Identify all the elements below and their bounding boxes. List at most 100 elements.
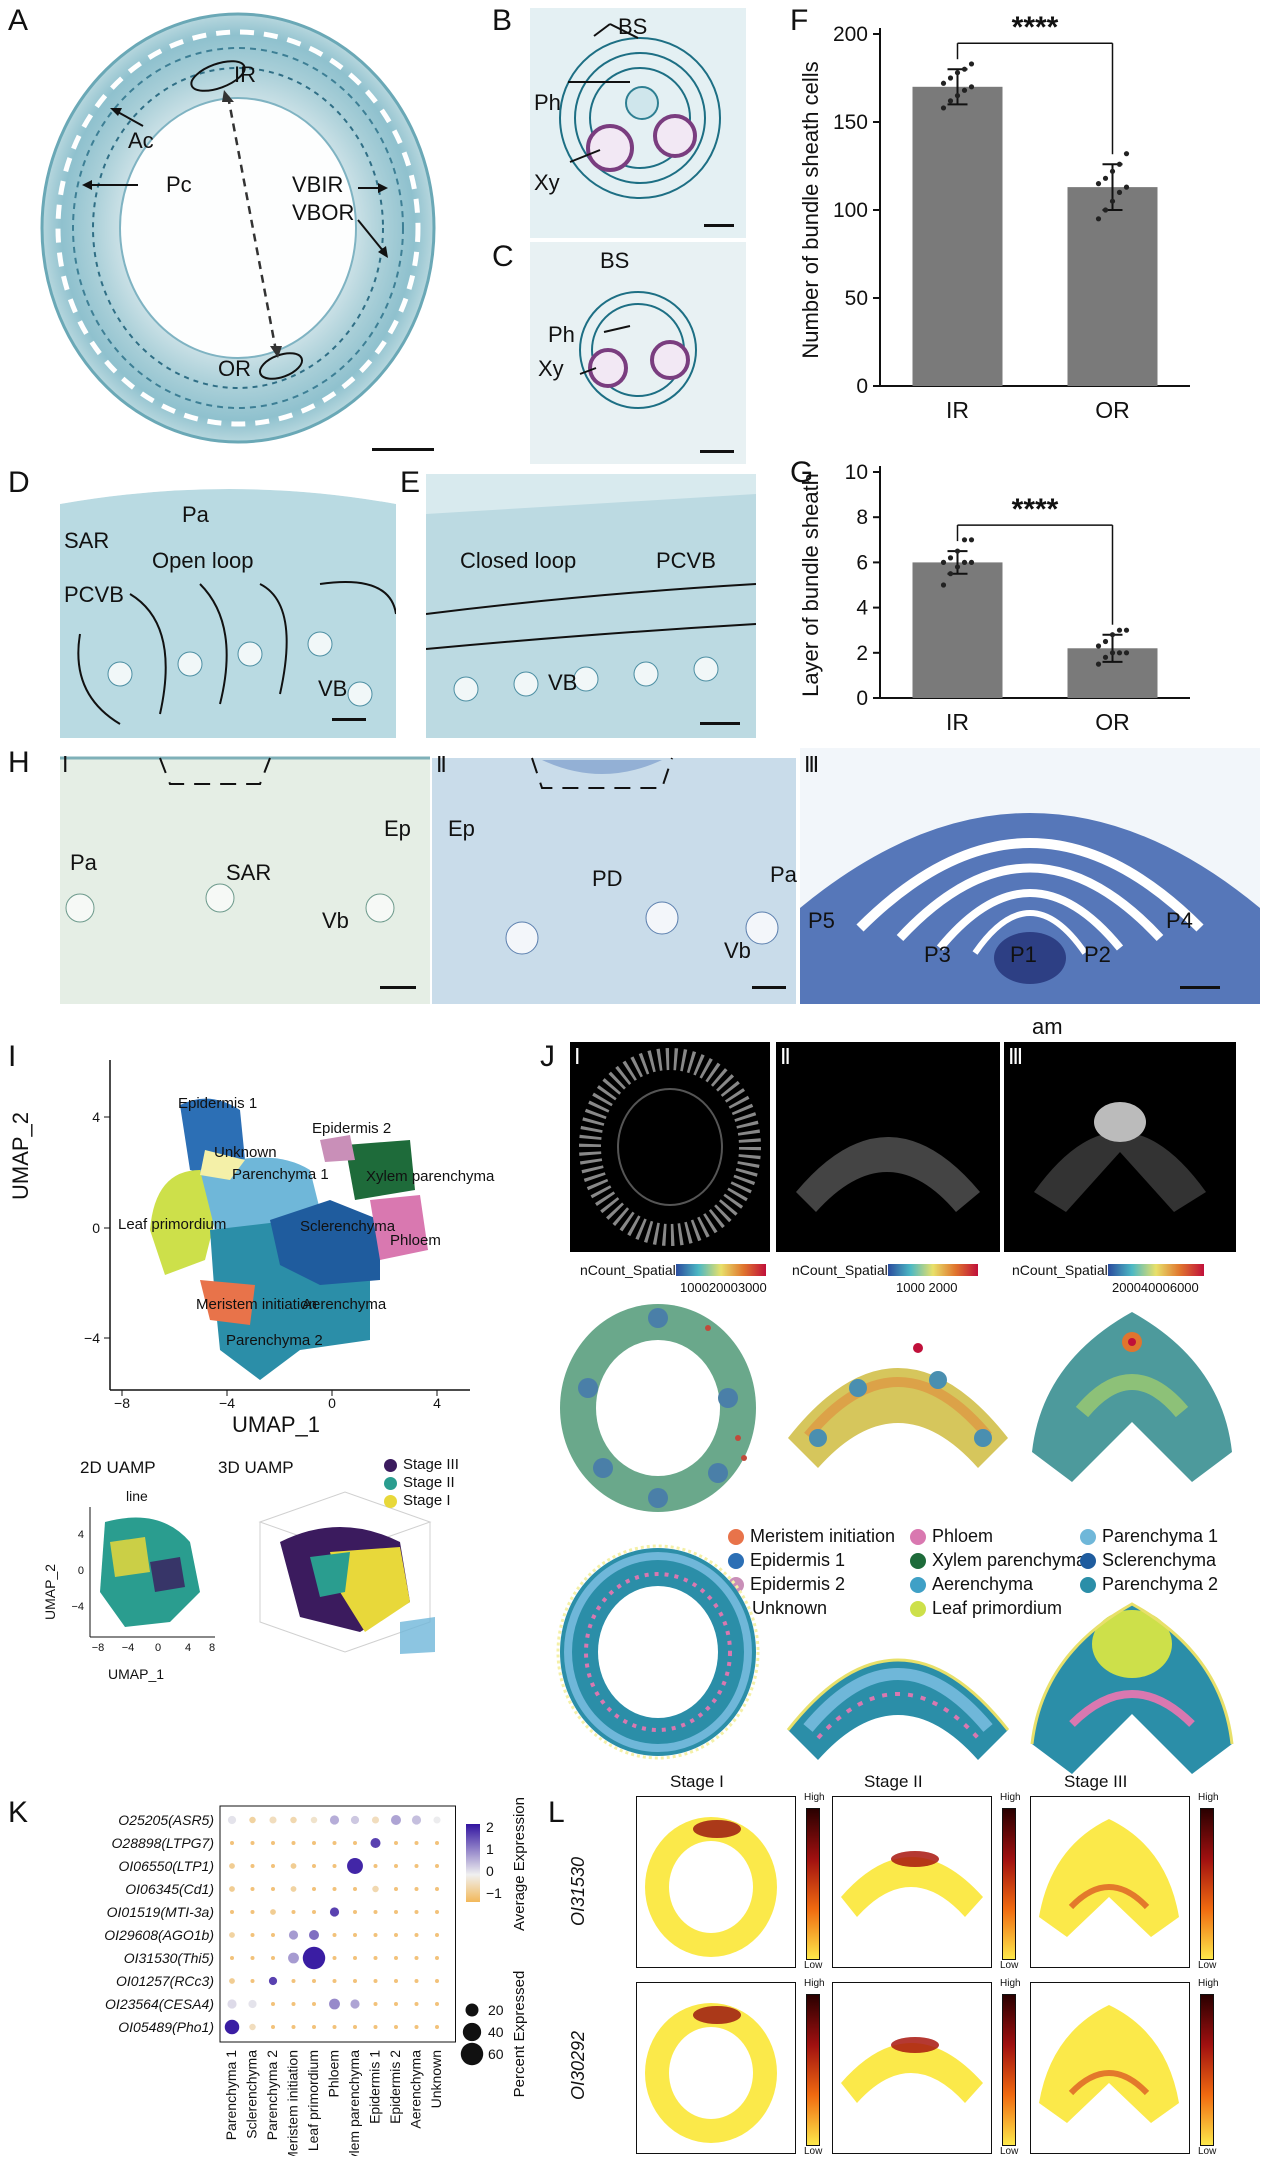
expression-colorbar bbox=[1002, 1994, 1016, 2146]
celltype-label: Unknown bbox=[428, 2050, 444, 2108]
scale-bar bbox=[704, 224, 734, 227]
scale-bar bbox=[700, 450, 734, 453]
dot bbox=[353, 2025, 357, 2029]
cluster-map-stage-2 bbox=[786, 1658, 1010, 1760]
dot bbox=[250, 1979, 255, 1983]
dot bbox=[353, 1956, 357, 1960]
dot bbox=[347, 1858, 363, 1874]
ncount-label-3: nCount_Spatial bbox=[1012, 1262, 1108, 1278]
spatial-stage-2-numeral: Ⅱ bbox=[780, 1044, 791, 1069]
data-point bbox=[1116, 627, 1123, 633]
dot bbox=[370, 1837, 381, 1849]
panel-letter-l: L bbox=[548, 1796, 565, 1829]
label-vb-e: VB bbox=[548, 670, 578, 695]
dot bbox=[271, 1864, 275, 1868]
size-legend-dot bbox=[460, 2042, 484, 2066]
celltype-label: Parenchyma 1 bbox=[223, 2050, 239, 2140]
dot bbox=[250, 1887, 255, 1891]
label-bs-c: BS bbox=[600, 248, 630, 273]
data-point bbox=[940, 80, 947, 86]
data-point bbox=[1095, 661, 1102, 667]
label-vbor: VBOR bbox=[292, 200, 355, 225]
ncount-colorbar-2 bbox=[888, 1264, 978, 1276]
stage-legend-item: Stage I bbox=[384, 1492, 451, 1509]
dot bbox=[372, 1885, 379, 1893]
bar bbox=[1067, 187, 1158, 386]
dot bbox=[271, 2025, 275, 2029]
colorbar-low-label: Low bbox=[1198, 1960, 1217, 1971]
legend-item: Epidermis 1 bbox=[728, 1550, 845, 1571]
dot bbox=[248, 1999, 257, 2009]
scale-bar bbox=[1180, 986, 1220, 989]
label-closed-loop: Closed loop bbox=[460, 548, 577, 573]
data-point bbox=[1102, 638, 1109, 645]
cluster-label: Aerenchyma bbox=[302, 1296, 387, 1313]
dot bbox=[230, 1841, 234, 1845]
dot bbox=[414, 1910, 419, 1914]
label-open-loop: Open loop bbox=[152, 548, 254, 573]
spatial-image-stage-2 bbox=[776, 1042, 1000, 1252]
expression-map bbox=[636, 1982, 796, 2154]
label-p5: P5 bbox=[808, 908, 835, 933]
data-point bbox=[947, 571, 954, 577]
celltype-label: Phloem bbox=[326, 2050, 342, 2097]
data-point bbox=[1102, 175, 1109, 181]
scale-bar bbox=[380, 986, 416, 989]
data-point bbox=[1123, 627, 1130, 633]
svg-text:−4: −4 bbox=[219, 1395, 235, 1411]
svg-text:4: 4 bbox=[78, 1529, 84, 1541]
ncount-colorbar-3 bbox=[1108, 1264, 1204, 1276]
color-legend-tick: 1 bbox=[486, 1841, 494, 1857]
dot bbox=[414, 2002, 419, 2006]
legend-item: Parenchyma 2 bbox=[1080, 1574, 1218, 1595]
stage-title: Stage III bbox=[1064, 1772, 1128, 1791]
dot bbox=[288, 1930, 299, 1940]
y-tick-label: 6 bbox=[856, 551, 868, 574]
cluster-label: Phloem bbox=[390, 1232, 441, 1249]
dot bbox=[329, 1907, 340, 1917]
dot bbox=[250, 1933, 255, 1937]
gene-label: OI31530 bbox=[568, 1856, 588, 1926]
panel-letter-d: D bbox=[8, 466, 30, 499]
data-point bbox=[1109, 168, 1116, 174]
svg-text:0: 0 bbox=[92, 1220, 100, 1236]
dot bbox=[249, 1816, 256, 1824]
svg-text:−8: −8 bbox=[114, 1395, 130, 1411]
bar bbox=[912, 562, 1003, 698]
data-point bbox=[961, 537, 968, 543]
cluster-map-stage-3 bbox=[1030, 1602, 1234, 1774]
size-legend-dot bbox=[462, 2022, 482, 2042]
dot bbox=[250, 1956, 255, 1960]
dot bbox=[312, 1910, 316, 1914]
label-vb-d: VB bbox=[318, 676, 348, 701]
cluster-label: Parenchyma 1 bbox=[232, 1166, 329, 1183]
colorbar-high-label: High bbox=[1198, 1792, 1219, 1803]
data-point bbox=[961, 87, 968, 93]
dot bbox=[332, 1956, 337, 1960]
panel-letter-b: B bbox=[492, 4, 513, 37]
y-tick-label: 4 bbox=[856, 597, 868, 620]
dot bbox=[271, 1933, 275, 1937]
colorbar-high-label: High bbox=[1000, 1978, 1021, 1989]
colorbar-low-label: Low bbox=[1198, 2146, 1217, 2157]
gene-label: O28898(LTPG7) bbox=[112, 1835, 214, 1851]
umap-2d-title: 2D UAMP bbox=[80, 1458, 156, 1477]
data-point bbox=[947, 98, 954, 104]
dot bbox=[229, 1863, 235, 1869]
umap-2d-x-label: UMAP_1 bbox=[108, 1666, 165, 1682]
svg-text:0: 0 bbox=[155, 1642, 161, 1654]
dot bbox=[350, 1815, 360, 1825]
dot bbox=[332, 1979, 337, 1983]
expression-colorbar bbox=[1200, 1808, 1214, 1960]
data-point bbox=[954, 93, 961, 99]
dot bbox=[250, 1841, 255, 1845]
dot bbox=[312, 2002, 316, 2006]
gene-label: OI01519(MTI-3a) bbox=[107, 1904, 214, 1920]
expression-map bbox=[1030, 1796, 1190, 1968]
cluster-label: Unknown bbox=[214, 1144, 277, 1161]
color-legend-tick: 2 bbox=[486, 1819, 494, 1835]
data-point bbox=[947, 555, 954, 561]
scale-bar bbox=[332, 718, 366, 721]
svg-text:0: 0 bbox=[78, 1565, 84, 1577]
data-point bbox=[1109, 650, 1116, 656]
